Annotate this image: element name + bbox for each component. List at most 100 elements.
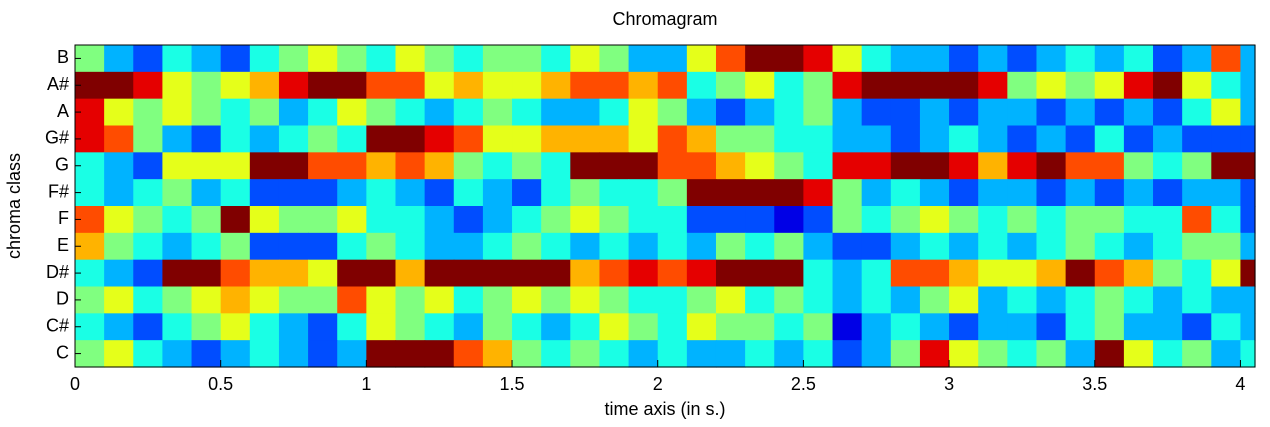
cell <box>919 232 950 261</box>
cell <box>949 259 979 288</box>
cell <box>1094 340 1125 368</box>
cell <box>774 340 804 368</box>
cell <box>686 286 717 314</box>
cell <box>1153 45 1183 73</box>
cell <box>395 125 426 153</box>
cell <box>745 340 775 368</box>
cell <box>424 259 455 288</box>
cell <box>482 125 513 153</box>
cell <box>715 152 746 180</box>
cell <box>890 259 921 288</box>
cell <box>1036 259 1067 288</box>
cell <box>1182 179 1212 207</box>
cell <box>832 259 863 288</box>
cell <box>599 98 630 127</box>
cell <box>599 45 630 73</box>
cell <box>395 259 426 288</box>
cell <box>512 259 542 288</box>
cell <box>890 179 921 207</box>
cell <box>133 98 164 127</box>
cell <box>686 179 717 207</box>
cell <box>424 286 455 314</box>
cell <box>1182 206 1212 234</box>
cell <box>628 313 659 341</box>
cell <box>570 45 601 73</box>
cell <box>599 71 630 100</box>
cell <box>133 206 164 234</box>
cell <box>337 71 367 100</box>
cell <box>1153 232 1183 261</box>
cell <box>1123 179 1154 207</box>
x-tick-label: 1.5 <box>500 374 525 394</box>
cell <box>1036 125 1067 153</box>
cell <box>686 152 717 180</box>
cell <box>453 340 484 368</box>
cell <box>1065 286 1096 314</box>
cell <box>686 259 717 288</box>
cell <box>715 71 746 100</box>
cell <box>366 313 397 341</box>
cell <box>715 98 746 127</box>
y-tick-label: C# <box>46 316 69 336</box>
cell <box>337 206 367 234</box>
cell <box>803 179 834 207</box>
x-tick-label: 4 <box>1235 374 1245 394</box>
cell <box>1182 232 1212 261</box>
cell <box>803 98 834 127</box>
cell <box>832 286 863 314</box>
cell <box>1182 71 1212 100</box>
cell <box>278 179 309 207</box>
cell <box>1211 125 1242 153</box>
cell <box>803 45 834 73</box>
cell <box>278 259 309 288</box>
cell <box>715 286 746 314</box>
cell <box>949 232 979 261</box>
cell <box>512 98 542 127</box>
y-tick-label: D# <box>46 262 69 282</box>
cell <box>541 179 571 207</box>
cell <box>774 232 804 261</box>
cell <box>482 71 513 100</box>
cell <box>133 179 164 207</box>
cell <box>162 125 193 153</box>
cell <box>191 313 222 341</box>
cell <box>278 340 309 368</box>
cell <box>1065 206 1096 234</box>
cell <box>1007 98 1038 127</box>
cell <box>1065 313 1096 341</box>
cell <box>337 125 367 153</box>
cell <box>599 125 630 153</box>
cell <box>832 206 863 234</box>
cell <box>104 45 134 73</box>
cell <box>861 232 892 261</box>
cell <box>1211 152 1242 180</box>
cell <box>890 125 921 153</box>
x-tick-label: 2.5 <box>791 374 816 394</box>
cell <box>133 152 164 180</box>
cell <box>249 45 280 73</box>
cell <box>1240 125 1256 153</box>
cell <box>1240 152 1256 180</box>
cell <box>657 206 688 234</box>
cell <box>745 98 775 127</box>
cell <box>453 206 484 234</box>
cell <box>1240 98 1256 127</box>
cell <box>832 232 863 261</box>
cell <box>861 286 892 314</box>
cell <box>803 206 834 234</box>
cell <box>512 71 542 100</box>
cell <box>191 45 222 73</box>
cell <box>366 45 397 73</box>
cell <box>890 286 921 314</box>
cell <box>249 152 280 180</box>
cell <box>308 125 338 153</box>
cell <box>657 340 688 368</box>
cell <box>774 152 804 180</box>
cell <box>715 125 746 153</box>
cell <box>1007 206 1038 234</box>
cell <box>278 206 309 234</box>
cell <box>395 98 426 127</box>
cell <box>220 125 251 153</box>
cell <box>1123 286 1154 314</box>
